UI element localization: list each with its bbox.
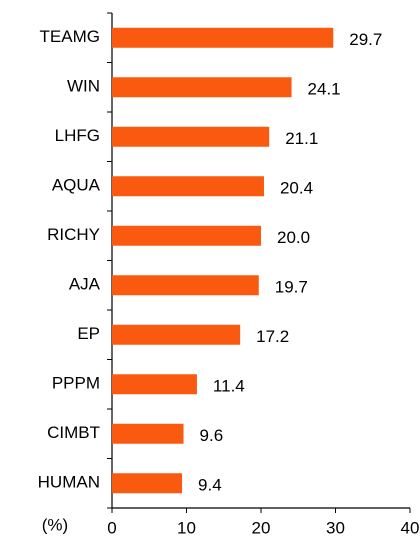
y-tick-label: AQUA	[52, 176, 101, 195]
x-tick-label: 20	[252, 518, 271, 537]
y-tick-label: PPPM	[52, 374, 100, 393]
data-label: 9.4	[198, 476, 222, 495]
data-label: 20.4	[280, 179, 313, 198]
bar	[112, 176, 264, 197]
bar	[112, 275, 259, 296]
y-tick-label: AJA	[69, 275, 101, 294]
y-tick-label: WIN	[67, 77, 100, 96]
bar	[112, 225, 261, 246]
data-label: 19.7	[275, 278, 308, 297]
y-tick-label: HUMAN	[38, 473, 100, 492]
x-tick-label: 0	[107, 518, 116, 537]
bar	[112, 126, 270, 147]
bar	[112, 374, 197, 395]
y-tick-label: TEAMG	[40, 27, 100, 46]
data-label: 9.6	[200, 426, 224, 445]
x-tick-label: 30	[326, 518, 345, 537]
bar	[112, 473, 183, 494]
bar	[112, 423, 184, 444]
data-label: 17.2	[256, 327, 289, 346]
bar	[112, 77, 292, 98]
data-label: 20.0	[277, 228, 310, 247]
data-label: 11.4	[213, 377, 245, 396]
y-tick-label: LHFG	[55, 126, 100, 145]
y-tick-label: CIMBT	[47, 423, 100, 442]
data-label: 21.1	[285, 129, 318, 148]
data-label: 29.7	[349, 30, 382, 49]
bar	[112, 324, 241, 345]
x-axis-label: (%)	[42, 515, 68, 534]
x-tick-label: 10	[177, 518, 196, 537]
bar	[112, 27, 334, 48]
x-tick-label: 40	[401, 518, 420, 537]
y-tick-label: EP	[77, 324, 100, 343]
y-tick-label: RICHY	[47, 225, 100, 244]
data-label: 24.1	[308, 80, 341, 99]
